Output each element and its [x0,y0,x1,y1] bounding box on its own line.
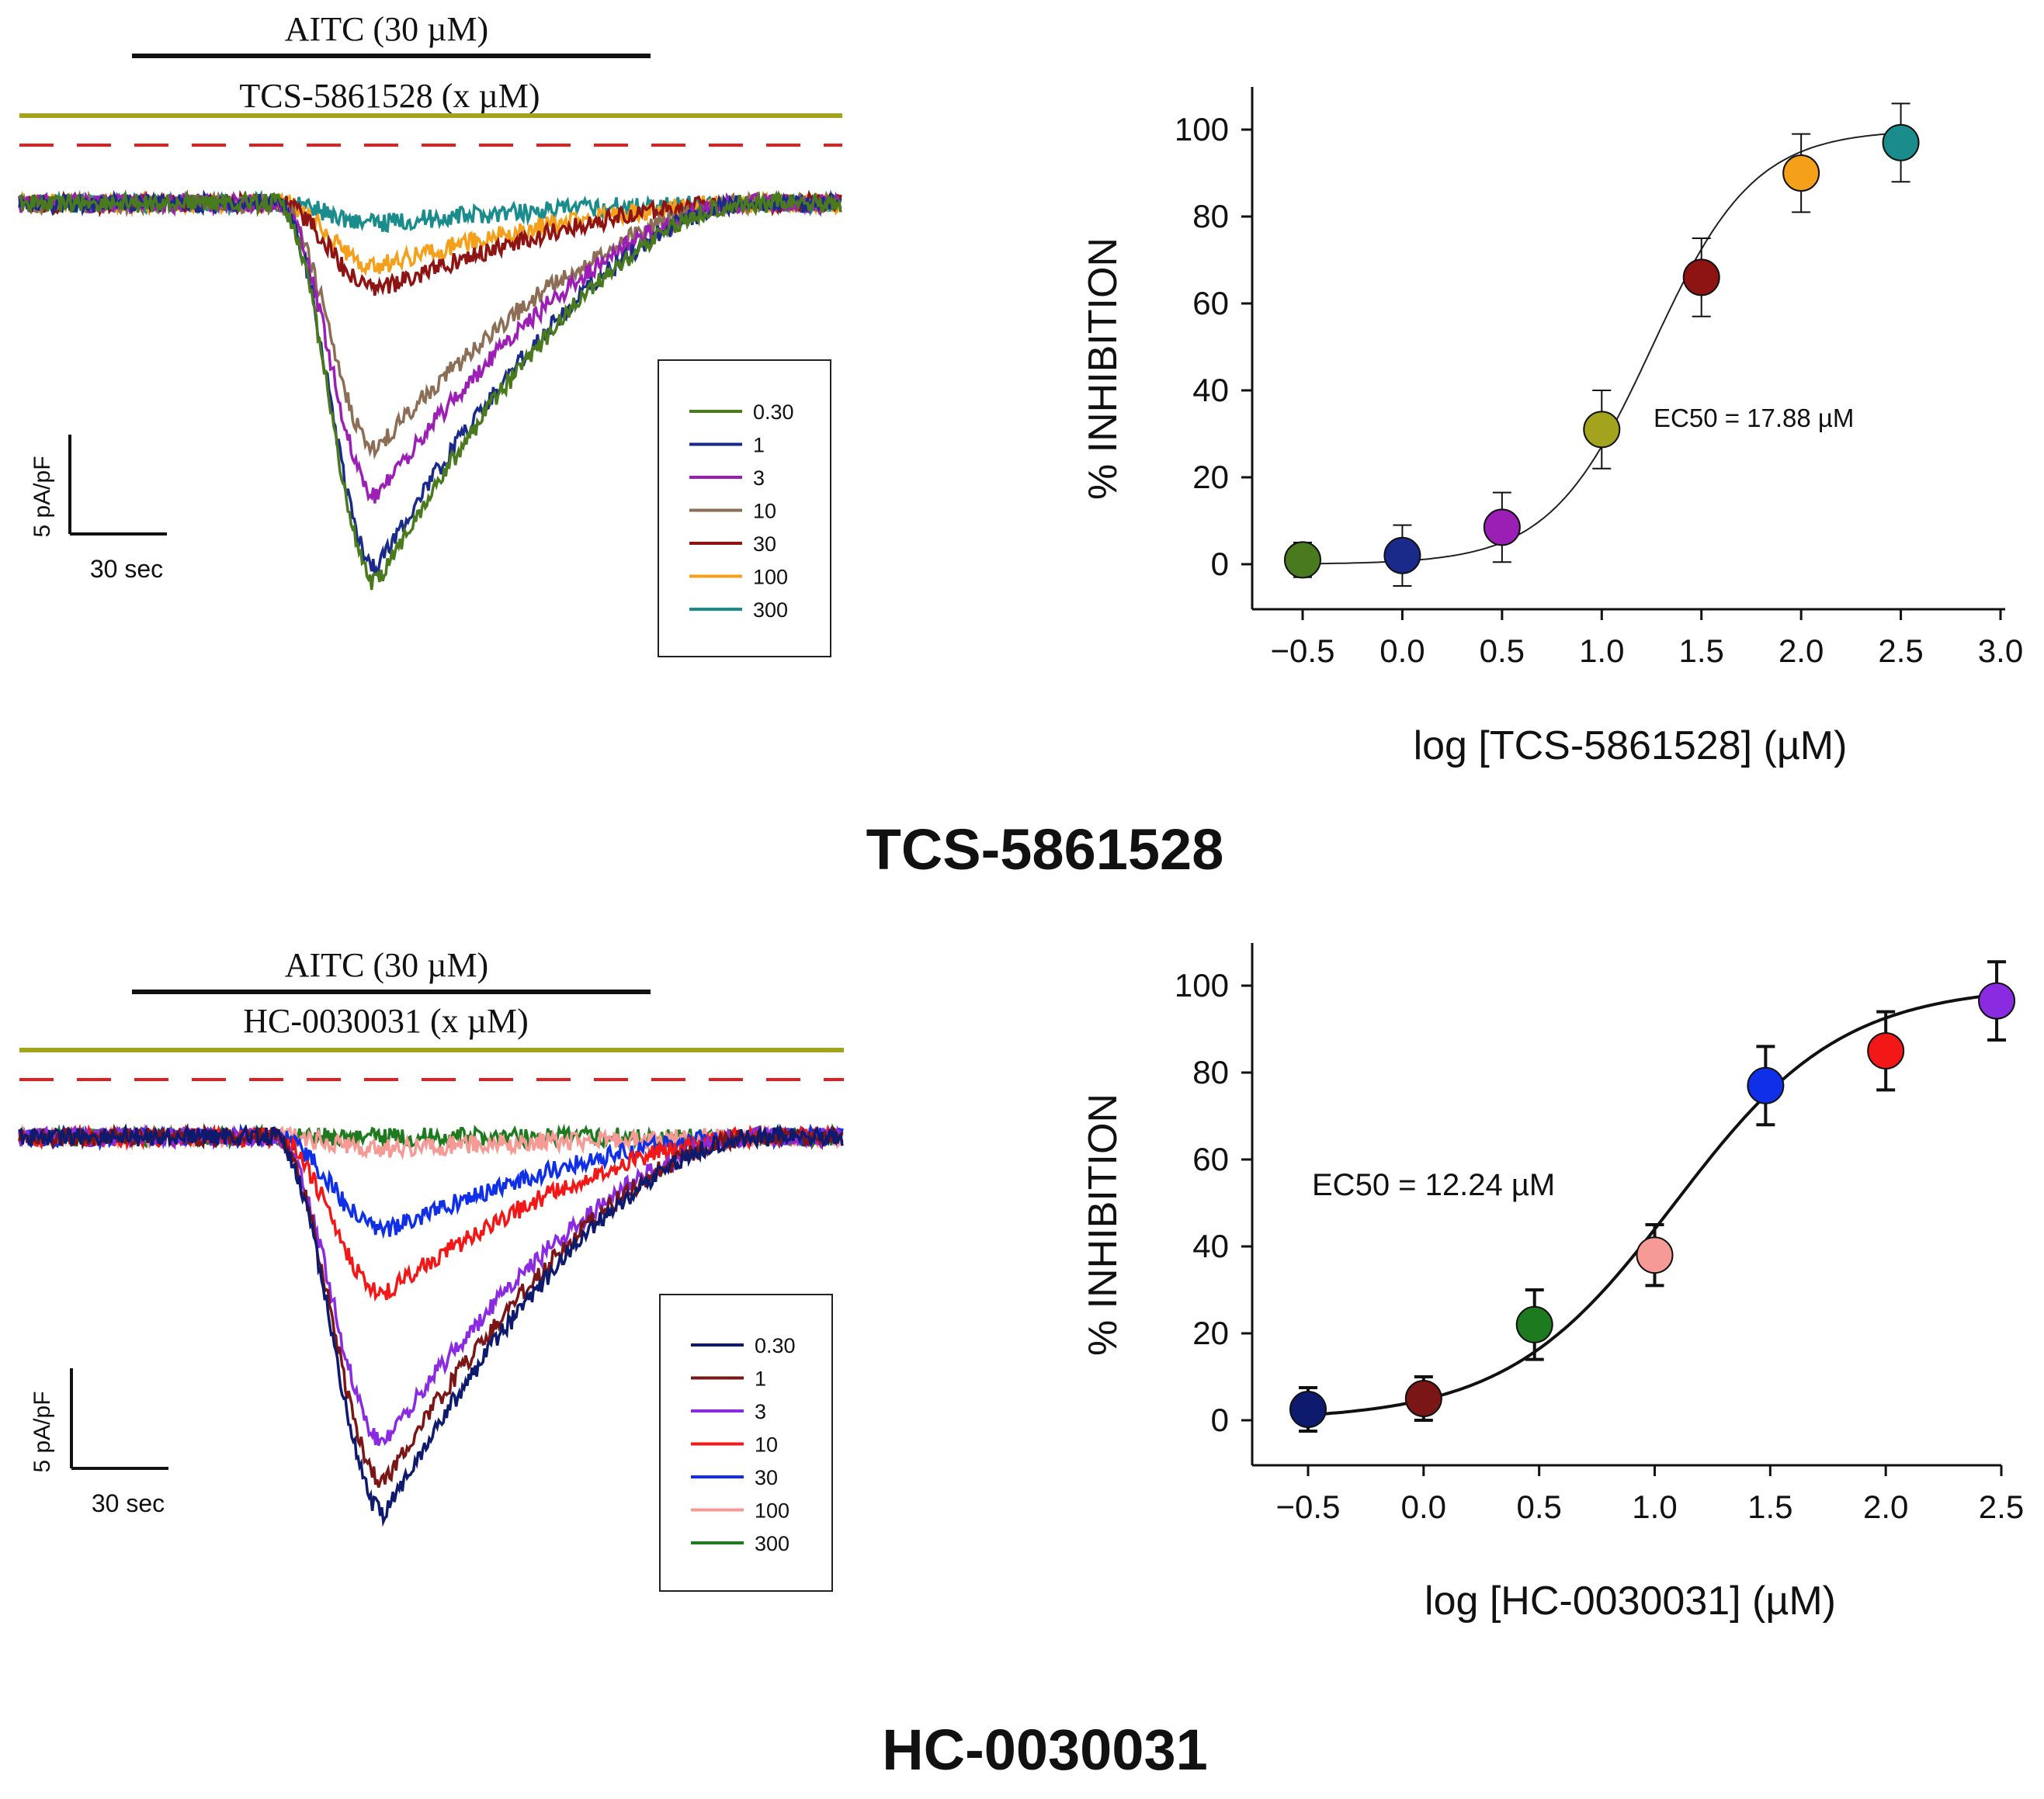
data-point [1483,508,1521,546]
ec50-label: EC50 = 12.24 µM [1312,1168,1555,1202]
antagonist-label: TCS-5861528 (x µM) [239,77,540,115]
y-tick-label: 40 [1192,1228,1229,1264]
x-tick-label: 1.0 [1632,1489,1677,1525]
data-point [1383,536,1421,574]
trace-panel-tcs: AITC (30 µM) TCS-5861528 (x µM) 5 pA/pF … [18,10,842,657]
trace-lines [18,1122,844,1527]
legend-box [659,1294,833,1592]
fit-curve [1303,132,1901,565]
curve-panel-hc: 0 20 40 60 80 100 −0.5 0.0 0.5 1.0 1.5 2.0 2.5 % INH… [1081,943,2024,1624]
x-tick-label: 0.0 [1401,1489,1446,1525]
y-tick-label: 100 [1175,111,1229,147]
data-point [1867,1032,1905,1069]
legend-label: 100 [755,1499,789,1523]
x-axis-label: log [TCS-5861528] (µM) [1414,723,1848,768]
legend-label: 1 [755,1367,766,1391]
legend-label: 10 [753,500,776,523]
legend-label: 30 [755,1466,778,1489]
trace-panel-hc: AITC (30 µM) HC-0030031 (x µM) 5 pA/pF 3… [18,946,844,1592]
legend-label: 30 [753,532,776,556]
y-tick-label: 0 [1211,546,1229,582]
axis-ticks: 0 20 40 60 80 100 −0.5 0.0 0.5 1.0 1.5 2.0 2.5 3.0 [1175,111,2023,669]
data-point [1682,258,1720,296]
legend-label: 100 [753,566,788,589]
legend-label: 3 [753,466,765,490]
y-tick-label: 0 [1211,1402,1229,1438]
legend-label: 300 [755,1532,789,1555]
data-point [1404,1380,1442,1417]
legend-label: 0.30 [755,1334,796,1357]
x-tick-label: 0.5 [1516,1489,1561,1525]
data-point [1289,1391,1327,1428]
y-tick-label: 80 [1192,1054,1229,1090]
data-point [1882,123,1920,161]
x-tick-label: 2.0 [1863,1489,1908,1525]
y-tick-label: 100 [1175,967,1229,1003]
y-tick-label: 40 [1192,372,1229,408]
x-tick-label: 3.0 [1978,633,2023,669]
scale-y-label: 5 pA/pF [29,456,55,537]
data-point [1782,154,1820,192]
scale-x-label: 30 sec [90,555,163,583]
x-tick-label: 1.5 [1747,1489,1792,1525]
y-axis-label: % INHIBITION [1081,1094,1126,1356]
data-points [1289,960,2016,1433]
trace-0.30 [18,189,842,591]
compound-title-hc: HC-0030031 [882,1718,1208,1782]
x-tick-label: 2.5 [1878,633,1923,669]
y-tick-label: 60 [1192,1141,1229,1177]
legend: 0.30 1 3 10 30 100 300 [689,400,794,622]
compound-title-tcs: TCS-5861528 [866,817,1224,882]
data-point [1747,1066,1785,1104]
legend-label: 1 [753,434,765,457]
x-tick-label: −0.5 [1271,633,1335,669]
legend-label: 10 [755,1433,778,1457]
agonist-label: AITC (30 µM) [285,946,488,984]
legend-label: 300 [753,598,788,622]
x-tick-label: 1.0 [1579,633,1624,669]
legend-label: 0.30 [753,400,794,424]
y-tick-label: 60 [1192,285,1229,321]
trace-lines [18,189,842,591]
scale-x-label: 30 sec [92,1489,165,1517]
legend-box [658,359,831,657]
x-tick-label: 0.0 [1379,633,1425,669]
trace-0.30 [18,1122,844,1527]
data-point [1636,1236,1674,1274]
x-axis-label: log [HC-0030031] (µM) [1425,1579,1836,1624]
legend: 0.30 1 3 10 30 100 300 [691,1334,796,1555]
curve-panel-tcs: 0 20 40 60 80 100 −0.5 0.0 0.5 1.0 1.5 2.0 2.5 3.0 % … [1081,87,2023,768]
x-tick-label: 2.5 [1979,1489,2024,1525]
y-axis-label: % INHIBITION [1081,237,1126,500]
x-tick-label: 2.0 [1779,633,1824,669]
data-point [1978,982,2016,1020]
legend-label: 3 [755,1400,766,1423]
data-point [1583,411,1621,449]
x-tick-label: −0.5 [1276,1489,1341,1525]
y-tick-label: 20 [1192,459,1229,495]
y-tick-label: 20 [1192,1315,1229,1351]
axis-ticks: 0 20 40 60 80 100 −0.5 0.0 0.5 1.0 1.5 2.0 2.5 [1175,967,2024,1525]
y-tick-label: 80 [1192,198,1229,234]
x-tick-label: 0.5 [1480,633,1525,669]
agonist-label: AITC (30 µM) [285,10,488,48]
x-tick-label: 1.5 [1679,633,1724,669]
data-points [1284,102,1920,587]
scale-y-label: 5 pA/pF [29,1391,55,1472]
antagonist-label: HC-0030031 (x µM) [243,1002,529,1040]
data-point [1284,541,1321,579]
data-point [1515,1305,1553,1343]
ec50-label: EC50 = 17.88 µM [1654,404,1854,432]
